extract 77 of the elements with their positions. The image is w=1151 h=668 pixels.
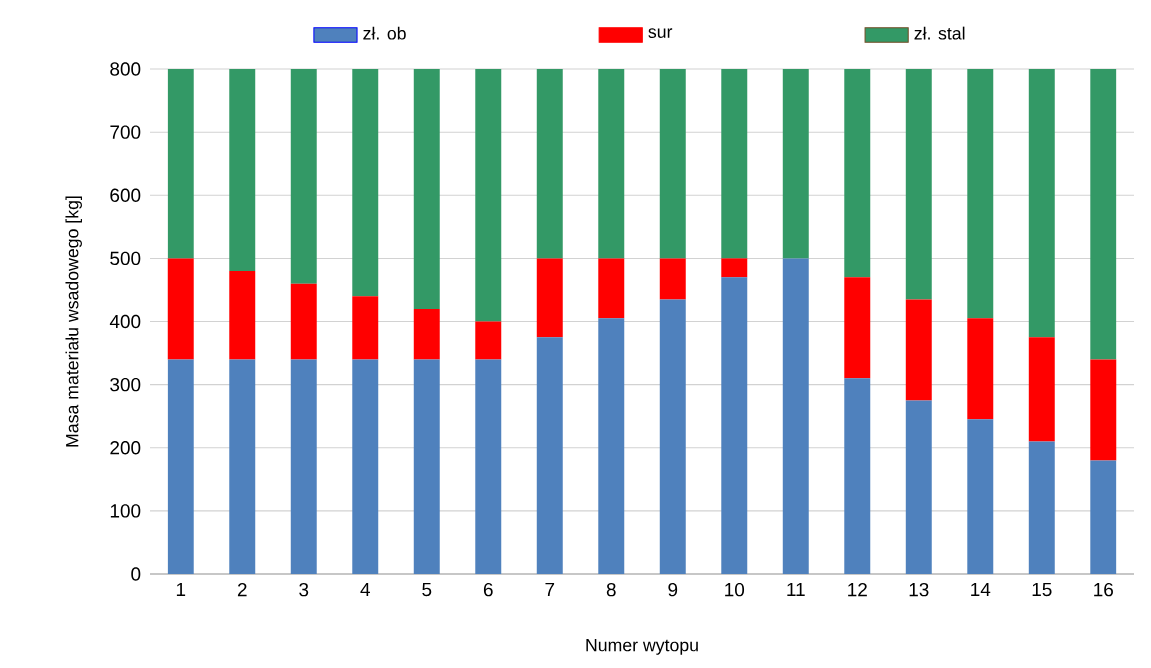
- y-tick-label: 500: [110, 251, 141, 266]
- bar: [229, 69, 256, 272]
- bar: [167, 69, 194, 259]
- x-tick-label: 8: [606, 582, 616, 597]
- x-tick-label: 6: [483, 582, 493, 597]
- bar: [536, 337, 563, 574]
- x-axis-title: Numer wytopu: [586, 639, 698, 655]
- bar: [167, 359, 194, 574]
- bar: [967, 419, 994, 574]
- bar: [598, 318, 625, 574]
- bar: [352, 296, 379, 360]
- x-tick-label: 13: [909, 582, 929, 597]
- bar: [967, 318, 994, 420]
- bar: [905, 299, 932, 401]
- bar: [598, 69, 625, 259]
- x-tick-label: 12: [848, 582, 867, 597]
- bar: [905, 400, 932, 574]
- legend-label: zł. ob: [363, 26, 406, 40]
- bar: [413, 359, 440, 574]
- bar: [475, 69, 502, 322]
- bar: [352, 69, 379, 297]
- bar: [659, 299, 686, 574]
- bar: [413, 308, 440, 360]
- bar: [536, 69, 563, 259]
- x-tick-label: 15: [1032, 582, 1052, 597]
- bar: [844, 378, 871, 574]
- bar: [967, 69, 994, 319]
- y-tick-label: 400: [109, 314, 141, 329]
- bar: [1028, 337, 1055, 442]
- bar: [1028, 69, 1055, 338]
- legend-label: zł. stal: [914, 26, 965, 40]
- y-tick-label: 0: [131, 567, 141, 581]
- bar: [598, 258, 625, 319]
- bar: [229, 271, 256, 360]
- x-tick-label: 11: [787, 582, 805, 596]
- bar: [844, 277, 871, 379]
- bar: [290, 283, 317, 360]
- bar: [352, 359, 379, 574]
- bar: [844, 69, 871, 278]
- bar: [229, 359, 256, 574]
- bar: [167, 258, 194, 360]
- x-tick-label: 1: [176, 582, 186, 596]
- x-tick-label: 16: [1094, 582, 1113, 597]
- bar: [721, 277, 748, 574]
- bar: [905, 69, 932, 300]
- x-tick-label: 14: [971, 582, 991, 596]
- bar: [659, 69, 686, 259]
- bar: [721, 258, 748, 278]
- x-tick-label: 7: [545, 582, 555, 596]
- bar: [1090, 69, 1117, 360]
- y-tick-label: 200: [110, 441, 141, 455]
- bar: [782, 69, 809, 259]
- bar: [536, 258, 563, 338]
- x-tick-label: 4: [360, 582, 370, 596]
- x-tick-label: 10: [725, 582, 745, 597]
- bar: [475, 321, 502, 360]
- y-tick-label: 600: [110, 188, 141, 202]
- bar: [475, 359, 502, 574]
- bar: [1090, 359, 1117, 461]
- legend-label: sur: [648, 28, 673, 38]
- bar: [659, 258, 686, 300]
- x-tick-label: 9: [668, 582, 678, 597]
- x-tick-label: 3: [299, 582, 309, 597]
- y-tick-label: 300: [110, 377, 141, 392]
- y-axis-title: Masa materiału wsadowego [kg]: [65, 196, 82, 447]
- x-tick-label: 2: [237, 582, 247, 597]
- bar: [290, 359, 317, 574]
- bar: [413, 69, 440, 309]
- bar: [1090, 460, 1117, 574]
- bar: [721, 69, 748, 259]
- bar: [782, 258, 809, 574]
- bar: [1028, 441, 1055, 574]
- y-tick-label: 700: [110, 125, 141, 139]
- y-tick-label: 800: [110, 62, 141, 76]
- bar: [290, 69, 317, 284]
- y-tick-label: 100: [110, 504, 141, 518]
- x-tick-label: 5: [422, 582, 432, 597]
